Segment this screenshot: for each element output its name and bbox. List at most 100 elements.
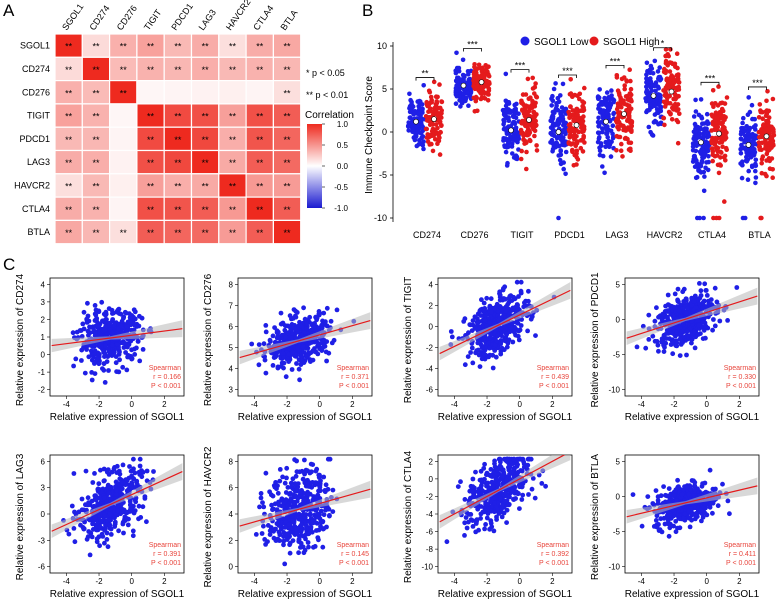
scatter-point [487,345,492,351]
scatter-point [263,542,268,547]
jitter-point [604,100,609,106]
heatmap-cell [108,149,138,175]
scatter-point [681,321,686,327]
heatmap-star: ** [65,228,73,238]
heatmap-col-label: TIGIT [142,7,164,32]
jitter-point [412,137,418,143]
jitter-point [722,153,728,159]
scatter-point [656,348,661,354]
jitter-point [553,81,558,86]
scatter-point [137,358,143,364]
jitter-point [623,128,629,133]
scatter-point [109,330,115,336]
scatter-point [494,301,500,307]
jitter-point [556,120,562,125]
jitter-point [482,91,488,96]
jitter-point [479,91,484,96]
jitter-point [604,131,609,137]
scatter-point [140,504,146,510]
scatter-point [500,338,505,343]
scatter-point [311,544,316,550]
jitter-point [433,110,439,115]
jitter-point [719,106,725,112]
y-tick-label: 2 [429,457,434,466]
scatter-point [334,307,340,313]
median-marker [555,129,562,135]
scatter-point [486,340,491,346]
jitter-point [703,130,709,135]
scatter-point [95,323,101,328]
x-tick-label: -4 [451,400,459,409]
scatter-point [313,494,319,500]
scatter-point [299,332,305,338]
heatmap-row-label: CTLA4 [22,204,50,214]
jitter-point [550,93,555,99]
jitter-point [433,94,439,99]
checkpoint-score-plot: SGOL1 Low SGOL1 High Immune Checkpoint S… [364,36,777,240]
scatter-point [281,534,286,539]
y-axis-label: Relative expression of HAVCR2 [203,446,214,587]
scatter-point [313,480,318,485]
scatter-point [96,308,102,314]
scatter-point [121,340,127,346]
scatter-point [529,314,535,320]
jitter-point [722,137,728,142]
scatter-point [470,360,476,366]
median-marker [698,139,704,146]
scatter-point [267,532,273,537]
heatmap-star: ** [229,158,237,168]
scatter-point [673,309,678,314]
jitter-point [484,64,490,70]
jitter-point [514,101,519,107]
scatter-point [284,475,289,481]
jitter-point [629,119,635,124]
y-tick-label: 4 [229,510,234,519]
jitter-point [600,109,605,115]
jitter-point [471,95,477,101]
heatmap-star: ** [202,205,210,215]
heatmap-star: ** [202,135,210,145]
jitter-point [580,149,586,154]
scatter-point [507,329,513,335]
jitter-point [648,76,653,81]
jitter-point [767,140,773,145]
scatter-point [482,317,488,323]
y-tick-label: -1 [38,368,46,377]
x-tick-label: -4 [63,400,71,409]
heatmap-star: ** [174,65,182,75]
jitter-point [771,129,776,135]
panel-label-c: C [3,255,15,274]
heatmap-star: ** [174,42,182,52]
scatter-point [477,325,483,330]
y-tick-label: -6 [426,528,434,537]
heatmap-star: ** [174,112,182,122]
y-tick-label: -2 [426,344,434,353]
jitter-point [522,132,528,137]
jitter-point [461,90,467,96]
jitter-point [662,104,668,109]
jitter-point [746,95,751,100]
jitter-point [437,152,443,157]
significance-bracket [510,69,530,73]
jitter-point [596,123,602,128]
scatter-point [87,330,93,336]
scatter-point [100,534,106,539]
scatter-point [661,349,667,354]
scatter-point [294,310,300,315]
scatter-point [325,456,331,462]
scatter-point [488,309,494,315]
x-tick-label: -4 [638,400,646,409]
jitter-point [528,138,533,144]
scatter-point [280,351,286,356]
scatter-point [300,476,306,482]
jitter-point [485,98,491,103]
scatter-point [473,469,478,475]
scatter-point [117,349,122,355]
scatter-point [274,328,280,334]
scatter-point [712,323,718,329]
y-tick-label: 8 [229,457,234,466]
scatter-point [656,314,661,320]
scatter-point [289,513,295,519]
scatter-point [321,474,327,480]
scatter-point [311,324,317,330]
